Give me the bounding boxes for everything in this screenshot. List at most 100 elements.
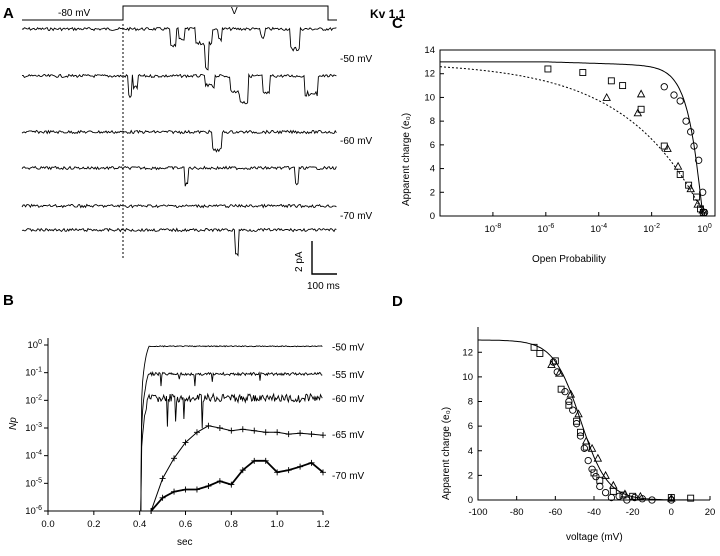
y-tick-label: 2 [468, 470, 473, 481]
panel-d-ticks: 0 2 4 6 8 10 12 -100 -80 -60 -40 -20 0 20 [462, 347, 715, 518]
circle-marker [670, 91, 678, 99]
x-tick-label: 20 [705, 507, 716, 518]
circle-marker [572, 420, 581, 428]
triangle-marker [686, 184, 695, 193]
triangle-marker [593, 453, 603, 462]
panel-c-ticks: 0 2 4 6 8 10 12 14 10-8 10-6 10-4 10-2 100 [424, 45, 711, 235]
data-point [285, 431, 292, 438]
x-tick-label: 100 [697, 223, 712, 235]
x-tick-label: 0.2 [87, 519, 100, 530]
data-point [171, 455, 178, 462]
series-label: -55 mV [332, 370, 365, 381]
circle-marker [648, 496, 656, 504]
panel-c-xlabel: Open Probability [532, 254, 606, 265]
figure-title: Kv 1.1 [370, 7, 406, 21]
triangle-marker [693, 199, 702, 208]
np-trace [140, 371, 323, 512]
circle-marker [561, 388, 569, 396]
x-tick-label: 10-6 [537, 223, 554, 235]
triangle-marker [673, 161, 683, 170]
circle-marker [690, 142, 698, 150]
square-marker [557, 385, 565, 393]
panel-b-ylabel: Np [8, 417, 19, 430]
panel-c-ylabel: Apparent charge (e₀) [401, 113, 412, 206]
circle-marker [576, 432, 585, 440]
panel-c: C 0 2 4 6 8 10 12 14 10-8 10-6 10-4 10-2 100 Apparen… [392, 15, 716, 265]
triangle-marker [698, 205, 707, 214]
y-tick-label: 14 [424, 45, 435, 56]
y-tick-label: 10-4 [25, 450, 42, 462]
circle-marker [596, 482, 604, 491]
y-tick-label: 2 [430, 187, 435, 198]
voltage-label-70: -70 mV [340, 211, 373, 222]
panel-c-curves [439, 61, 704, 217]
np-trace [140, 345, 323, 512]
circle-marker [607, 493, 616, 502]
y-tick-label: 10-1 [25, 367, 42, 379]
data-point [239, 426, 246, 433]
y-tick-label: 4 [468, 446, 473, 457]
square-marker [573, 417, 581, 425]
x-tick-label: 1.0 [271, 519, 284, 530]
square-marker [619, 491, 627, 499]
x-tick-label: 0.8 [225, 519, 238, 530]
x-tick-label: -40 [587, 507, 601, 518]
panel-d-curves [478, 339, 710, 501]
panel-b-axes [47, 338, 323, 512]
x-tick-label: -100 [468, 507, 487, 518]
triangle-marker [636, 89, 646, 98]
y-tick-label: 0 [430, 211, 435, 222]
scale-bar-current: 2 pA [294, 251, 305, 272]
circle-marker [667, 496, 675, 504]
data-point [239, 467, 246, 474]
square-marker [536, 350, 544, 357]
data-point [159, 475, 166, 482]
data-point [297, 463, 304, 470]
data-point [320, 469, 326, 476]
square-marker [619, 82, 627, 90]
data-point [216, 478, 223, 485]
data-point [308, 431, 315, 438]
panel-label-c: C [392, 15, 403, 32]
data-point [262, 457, 269, 464]
data-point [182, 486, 189, 493]
circle-marker [588, 465, 596, 473]
triangle-marker [566, 389, 576, 398]
panel-d-ylabel: Apparent charge (e₀) [441, 407, 452, 500]
circle-marker [592, 472, 600, 481]
data-point [285, 467, 292, 474]
y-tick-label: 10-5 [25, 477, 42, 489]
triangle-marker [663, 143, 672, 152]
holding-voltage-label: -80 mV [58, 8, 91, 19]
model-dashed-curve [439, 66, 704, 214]
x-tick-label: 0.6 [179, 519, 192, 530]
x-tick-label: -60 [548, 507, 562, 518]
x-tick-label: 10-8 [485, 223, 502, 235]
circle-marker [630, 493, 639, 502]
circle-marker [615, 492, 623, 500]
boltzmann-fit-curve [478, 339, 710, 501]
x-tick-label: -80 [510, 507, 524, 518]
square-marker [590, 469, 598, 477]
data-point [297, 430, 304, 437]
panel-a: A Kv 1.1 -80 mV V -50 mV -60 mV -70 mV 2… [3, 5, 406, 292]
data-point [182, 439, 189, 446]
np-marked-line [150, 425, 324, 512]
current-trace [21, 203, 337, 209]
voltage-protocol [22, 5, 337, 21]
circle-marker [623, 496, 631, 504]
y-tick-label: 12 [462, 347, 473, 358]
triangle-marker [667, 493, 676, 502]
square-marker [687, 494, 695, 502]
triangle-marker [620, 489, 630, 498]
voltage-label-60: -60 mV [340, 136, 373, 147]
data-point [216, 425, 223, 431]
single-channel-traces [21, 26, 337, 257]
circle-marker [549, 358, 558, 366]
x-tick-label: -20 [626, 507, 640, 518]
square-marker [660, 142, 668, 150]
circle-marker [601, 488, 610, 497]
data-point [159, 494, 166, 501]
data-point [228, 481, 235, 488]
data-point [171, 488, 178, 495]
